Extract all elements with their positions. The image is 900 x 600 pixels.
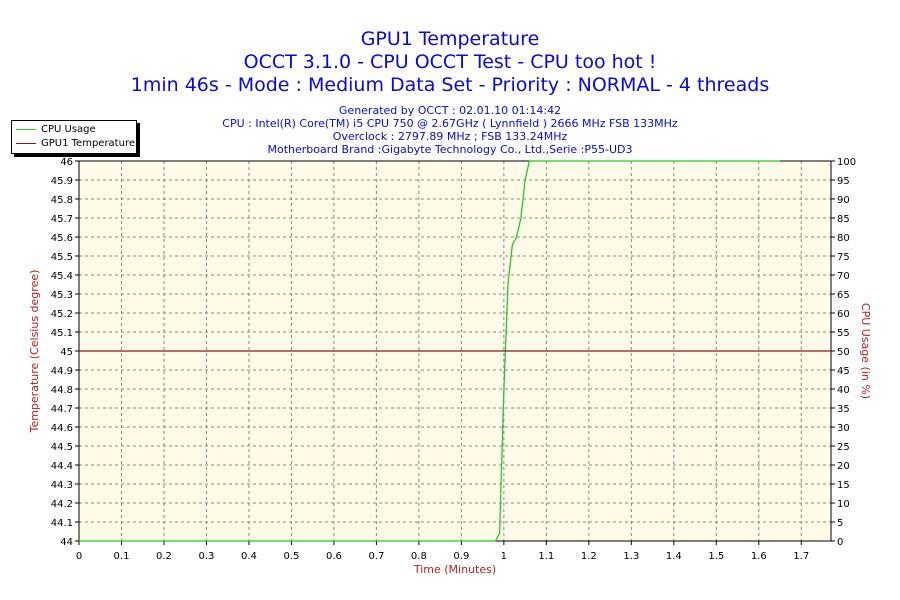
x-axis-label: Time (Minutes): [413, 563, 496, 576]
legend: CPU Usage GPU1 Temperature: [11, 120, 137, 154]
y2-tick-label: 25: [837, 442, 850, 453]
x-tick-label: 1.4: [666, 551, 682, 562]
y-tick-label: 45.4: [51, 271, 73, 282]
y2-tick-label: 30: [837, 423, 850, 434]
y-tick-label: 45.8: [51, 195, 73, 206]
y-tick-label: 44.6: [51, 423, 73, 434]
y2-tick-label: 15: [837, 480, 850, 491]
y2-tick-label: 10: [837, 499, 850, 510]
chart-title: GPU1 Temperature: [360, 28, 540, 50]
chart-subtitle-mode: 1min 46s - Mode : Medium Data Set - Prio…: [130, 74, 770, 96]
x-tick-label: 0.8: [411, 551, 427, 562]
x-tick-label: 0.2: [156, 551, 172, 562]
y-tick-label: 44.3: [51, 480, 73, 491]
x-tick-label: 0.6: [326, 551, 342, 562]
y2-tick-label: 75: [837, 252, 850, 263]
x-tick-label: 1.7: [793, 551, 809, 562]
x-tick-label: 0: [76, 551, 82, 562]
y2-tick-label: 80: [837, 233, 850, 244]
y2-tick-label: 95: [837, 176, 850, 187]
y2-tick-label: 85: [837, 214, 850, 225]
y-tick-label: 45: [60, 347, 73, 358]
y-tick-label: 45.1: [51, 328, 73, 339]
y-tick-label: 45.6: [51, 233, 73, 244]
y-tick-label: 44.1: [51, 518, 73, 529]
y2-tick-label: 40: [837, 385, 850, 396]
x-tick-label: 0.4: [241, 551, 257, 562]
x-tick-label: 1.5: [708, 551, 724, 562]
y2-tick-label: 20: [837, 461, 850, 472]
y2-tick-label: 35: [837, 404, 850, 415]
generated-info: Generated by OCCT : 02.01.10 01:14:42: [338, 104, 562, 117]
y-tick-label: 45.5: [51, 252, 73, 263]
y-tick-label: 44.8: [51, 385, 73, 396]
y-tick-label: 44.5: [51, 442, 73, 453]
y-tick-label: 45.3: [51, 290, 73, 301]
legend-label-cpu-usage: CPU Usage: [41, 124, 96, 135]
y-tick-label: 44.9: [51, 366, 73, 377]
y-tick-label: 45.7: [51, 214, 73, 225]
y-tick-label: 44.4: [51, 461, 73, 472]
legend-item-gpu1-temperature: GPU1 Temperature: [16, 137, 135, 150]
x-tick-label: 1.2: [581, 551, 597, 562]
x-tick-label: 0.3: [199, 551, 215, 562]
y2-tick-label: 5: [837, 518, 843, 529]
y-tick-label: 44.2: [51, 499, 73, 510]
legend-swatch-cpu-usage: [16, 128, 36, 130]
legend-label-gpu1-temperature: GPU1 Temperature: [41, 138, 135, 149]
x-tick-label: 0.9: [453, 551, 469, 562]
legend-swatch-gpu1-temperature: [16, 142, 36, 144]
y-tick-label: 44: [60, 537, 73, 548]
chart-subtitle-test: OCCT 3.1.0 - CPU OCCT Test - CPU too hot…: [243, 51, 657, 73]
y2-axis-label: CPU Usage (in %): [859, 303, 872, 399]
y-tick-label: 45.9: [51, 176, 73, 187]
x-tick-label: 1.1: [538, 551, 554, 562]
y2-tick-label: 55: [837, 328, 850, 339]
y-axis-label: Temperature (Celsius degree): [28, 270, 41, 434]
motherboard-info: Motherboard Brand :Gigabyte Technology C…: [267, 143, 633, 156]
cpu-info: CPU : Intel(R) Core(TM) i5 CPU 750 @ 2.6…: [222, 117, 678, 130]
y-tick-label: 45.2: [51, 309, 73, 320]
x-tick-label: 0.5: [283, 551, 299, 562]
y2-tick-label: 70: [837, 271, 850, 282]
x-tick-label: 0.1: [114, 551, 130, 562]
overclock-info: Overclock : 2797.89 MHz ; FSB 133.24MHz: [332, 130, 568, 143]
y-tick-label: 46: [60, 157, 73, 168]
y2-tick-label: 0: [837, 537, 843, 548]
x-tick-label: 1.3: [623, 551, 639, 562]
y2-tick-label: 45: [837, 366, 850, 377]
x-tick-label: 1.6: [751, 551, 767, 562]
y2-tick-label: 60: [837, 309, 850, 320]
y2-tick-label: 90: [837, 195, 850, 206]
x-tick-label: 0.7: [368, 551, 384, 562]
cpu-usage-line: [79, 160, 780, 542]
y2-tick-label: 65: [837, 290, 850, 301]
x-tick-label: 1: [501, 551, 507, 562]
y2-tick-label: 100: [837, 157, 856, 168]
y-tick-label: 44.7: [51, 404, 73, 415]
y2-tick-label: 50: [837, 347, 850, 358]
legend-item-cpu-usage: CPU Usage: [16, 123, 96, 136]
